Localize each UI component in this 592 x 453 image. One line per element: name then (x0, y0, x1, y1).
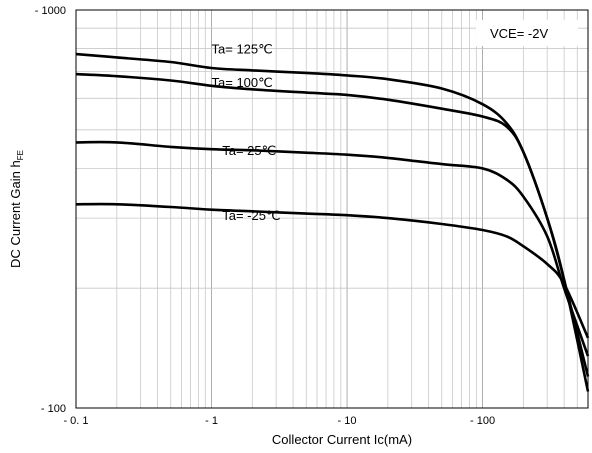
series-label-1: Ta= 100℃ (212, 75, 273, 90)
condition-label: VCE= -2V (490, 26, 548, 41)
x-tick-labels: - 0. 1 - 1 - 10 - 100 (63, 415, 495, 427)
x-tick-label: - 100 (470, 415, 495, 427)
grid (75, 10, 589, 408)
x-tick-label: - 0. 1 (63, 415, 88, 427)
y-axis-title-main: DC Current Gain h (8, 160, 23, 268)
series-line-3 (75, 202, 590, 339)
x-tick-label: - 10 (338, 415, 357, 427)
condition-box (476, 20, 578, 46)
x-tick-label: - 1 (205, 415, 218, 427)
y-tick-label: - 100 (41, 403, 66, 415)
series-label-3: Ta= -25℃ (222, 208, 280, 223)
curve-labels: Ta= 125℃ Ta= 100℃ Ta= 25℃ Ta= -25℃ (212, 42, 281, 224)
y-axis-title: DC Current Gain hFE (8, 150, 25, 268)
y-tick-label: - 1000 (35, 5, 66, 17)
x-axis-title: Collector Current Ic(mA) (272, 432, 412, 447)
series-label-2: Ta= 25℃ (222, 143, 276, 158)
series-line-2 (75, 140, 590, 357)
series-label-0: Ta= 125℃ (212, 42, 273, 57)
y-axis-title-subscript: FE (16, 150, 25, 160)
series-line-1 (75, 72, 590, 392)
plot-frame (75, 9, 589, 409)
y-tick-labels: - 1000 - 100 (35, 5, 66, 415)
curves (75, 52, 590, 392)
